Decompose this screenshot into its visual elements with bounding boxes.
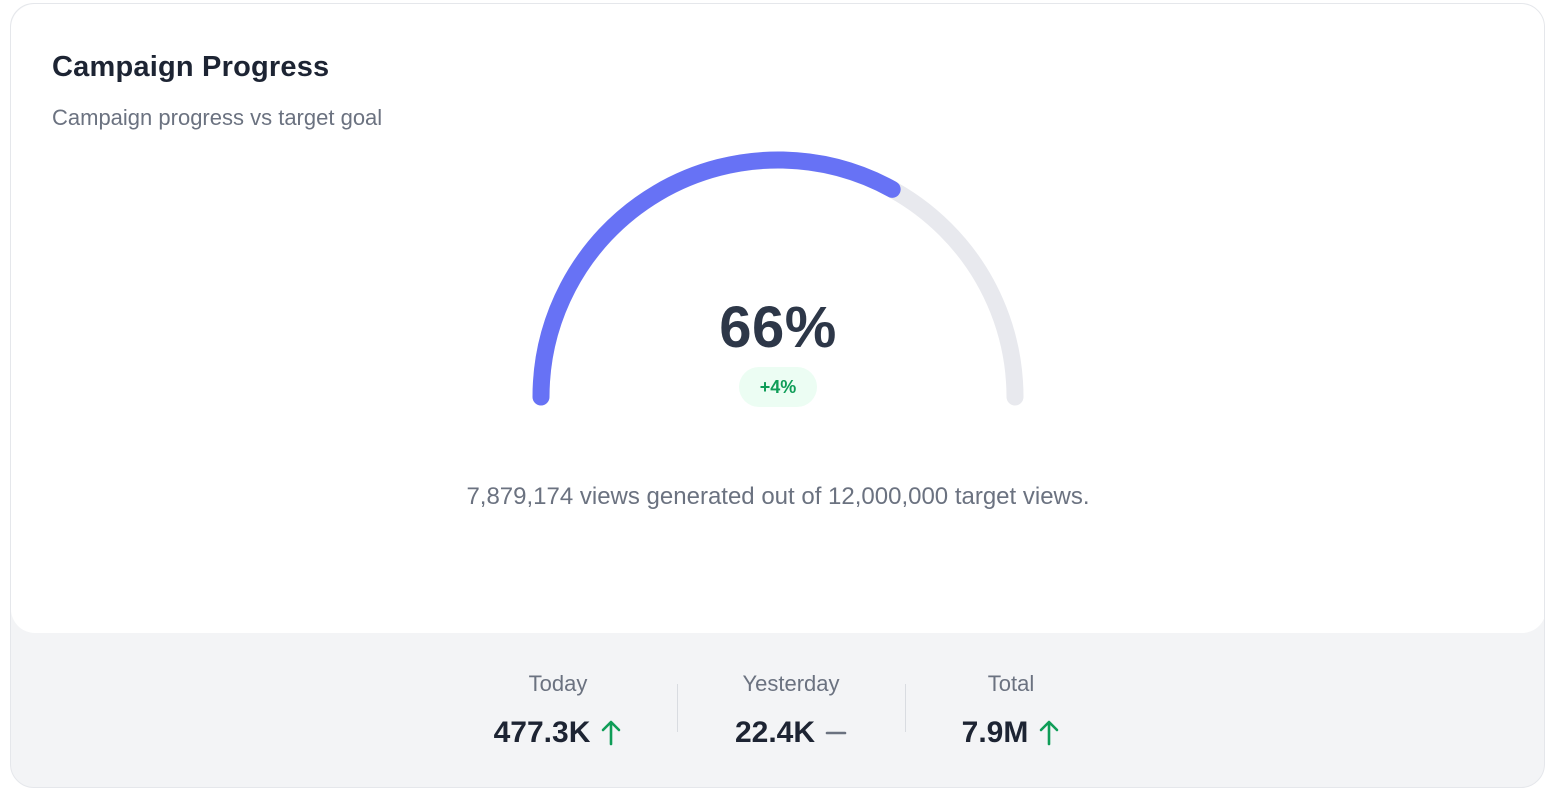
gauge-track [532,151,1024,406]
stat-value: 477.3K [493,716,591,749]
stat-label: Total [987,671,1035,696]
stat-label: Today [528,671,588,696]
delta-badge: +4% [739,367,817,407]
card-title: Campaign Progress [52,51,330,83]
stat-today: Today 477.3K [458,633,658,787]
stat-total: Total 7.9M [916,633,1106,787]
progress-gauge [532,151,1024,406]
up-arrow-icon [1040,720,1059,746]
card-subtitle: Campaign progress vs target goal [52,105,383,130]
campaign-progress-card: Campaign Progress Campaign progress vs t… [10,3,1545,788]
stats-row: Today 477.3K Yesterday 22.4K Total 7.9M [11,633,1544,787]
progress-description: 7,879,174 views generated out of 12,000,… [466,483,1090,510]
up-arrow-icon [602,720,621,746]
stat-value: 7.9M [961,716,1029,749]
stat-yesterday: Yesterday 22.4K [691,633,891,787]
stat-label: Yesterday [742,671,840,696]
stat-divider [905,684,906,732]
gauge-progress-arc [532,151,901,406]
progress-percent: 66% [719,295,837,360]
stat-value: 22.4K [734,716,816,749]
dash-icon [825,731,847,735]
card-main-section: Campaign Progress Campaign progress vs t… [11,4,1544,633]
stat-divider [677,684,678,732]
